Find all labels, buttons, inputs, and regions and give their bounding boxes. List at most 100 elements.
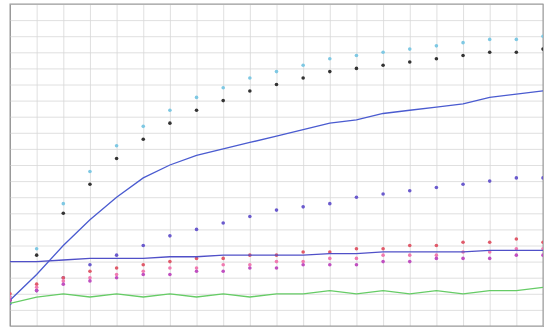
series-point <box>301 250 305 254</box>
series-point <box>275 208 279 212</box>
y-tick <box>10 229 543 230</box>
series-point <box>461 240 465 244</box>
plot-frame <box>10 4 543 326</box>
x-grid-line <box>410 4 411 326</box>
series-point <box>541 34 543 38</box>
series-point <box>62 276 66 280</box>
series-point <box>488 179 492 183</box>
series-point <box>461 257 465 261</box>
y-grid-line <box>10 181 543 182</box>
series-point <box>461 41 465 45</box>
series-point <box>488 257 492 261</box>
y-grid-line <box>10 165 543 166</box>
series-point <box>301 263 305 267</box>
series-point <box>35 282 39 286</box>
y-tick <box>10 68 543 69</box>
series-point <box>221 263 225 267</box>
series-line <box>10 250 543 261</box>
y-grid-line <box>10 149 543 150</box>
series-point <box>221 86 225 90</box>
y-grid-line <box>10 197 543 198</box>
y-tick <box>10 117 543 118</box>
series-point <box>195 266 199 270</box>
x-axis <box>11 4 544 327</box>
y-tick <box>10 133 543 134</box>
series-point <box>195 269 199 273</box>
y-tick <box>10 181 543 182</box>
x-tick <box>303 4 304 326</box>
series-point <box>88 269 92 273</box>
series-point <box>435 253 439 257</box>
series-point <box>115 253 119 257</box>
series-point <box>10 295 12 299</box>
series-point <box>141 125 145 129</box>
y-tick <box>10 149 543 150</box>
series-point <box>541 47 543 51</box>
series-point <box>381 260 385 264</box>
series-point <box>62 212 66 216</box>
x-tick <box>463 4 464 326</box>
series-point <box>301 205 305 209</box>
series-point <box>301 76 305 80</box>
series-point <box>515 237 519 241</box>
series-point <box>328 202 332 206</box>
series-point <box>168 260 172 264</box>
series-point <box>88 183 92 187</box>
y-tick <box>10 246 543 247</box>
plot <box>8 4 545 327</box>
series-point <box>488 38 492 42</box>
series-point <box>435 57 439 61</box>
y-tick <box>10 197 543 198</box>
series-point <box>408 244 412 248</box>
series-point <box>35 289 39 293</box>
series-point <box>115 273 119 277</box>
series-point <box>248 215 252 219</box>
y-tick <box>10 20 543 21</box>
y-grid-line <box>10 68 543 69</box>
series-point <box>328 57 332 61</box>
series-point <box>62 282 66 286</box>
series-point <box>195 228 199 232</box>
series-point <box>35 247 39 251</box>
series-point <box>355 54 359 58</box>
series-point <box>35 286 39 290</box>
series-point <box>408 189 412 193</box>
series-point <box>275 83 279 87</box>
y-grid-line <box>10 52 543 53</box>
x-grid-line <box>143 4 144 326</box>
series-point <box>248 266 252 270</box>
series-point <box>62 276 66 280</box>
series-point <box>435 257 439 261</box>
y-grid-line <box>10 310 543 311</box>
x-grid-line <box>37 4 38 326</box>
series-point <box>168 266 172 270</box>
x-grid-line <box>197 4 198 326</box>
y-grid-line <box>10 101 543 102</box>
x-grid-line <box>463 4 464 326</box>
series-point <box>408 47 412 51</box>
series-point <box>248 263 252 267</box>
series-point <box>221 269 225 273</box>
x-tick <box>410 4 411 326</box>
series-point <box>408 260 412 264</box>
y-axis <box>10 5 543 327</box>
y-tick <box>10 310 543 311</box>
y-grid-line <box>10 246 543 247</box>
series-line <box>10 287 543 303</box>
series-point <box>35 253 39 257</box>
x-grid-line <box>303 4 304 326</box>
series-point <box>381 192 385 196</box>
series-point <box>168 121 172 125</box>
series-point <box>381 247 385 251</box>
series-point <box>435 44 439 48</box>
series-point <box>168 273 172 277</box>
y-tick <box>10 52 543 53</box>
x-grid-line <box>277 4 278 326</box>
series-point <box>115 157 119 161</box>
series-point <box>461 183 465 187</box>
series-point <box>62 279 66 283</box>
y-tick <box>10 101 543 102</box>
series-point <box>301 63 305 67</box>
series-point <box>10 298 12 302</box>
data-area <box>10 34 543 305</box>
